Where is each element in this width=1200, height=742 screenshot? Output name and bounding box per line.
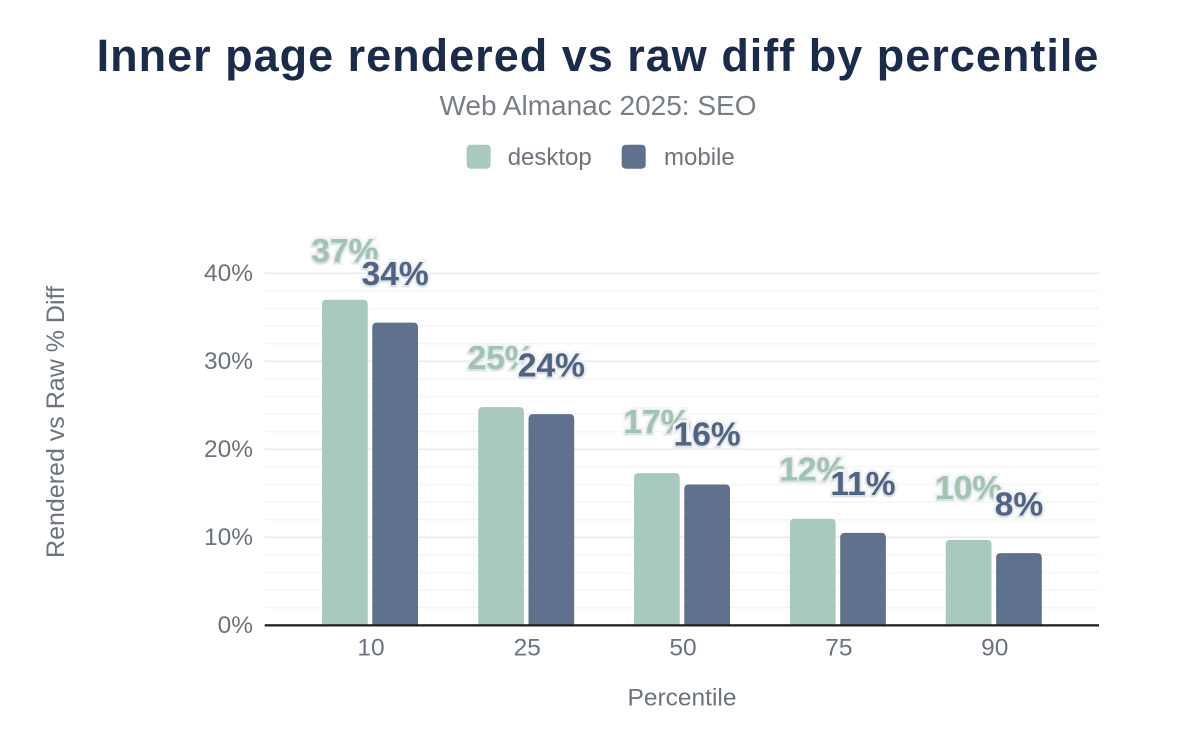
svg-text:24%: 24%	[518, 347, 585, 384]
svg-text:34%: 34%	[362, 256, 429, 293]
svg-text:25%: 25%	[468, 341, 535, 378]
svg-text:11%: 11%	[830, 466, 895, 503]
svg-text:37%: 37%	[311, 234, 378, 271]
svg-text:10%: 10%	[935, 471, 1002, 508]
svg-text:37%: 37%	[311, 233, 378, 270]
svg-text:10: 10	[357, 635, 384, 662]
svg-text:Rendered vs Raw % Diff: Rendered vs Raw % Diff	[42, 286, 70, 558]
svg-text:Inner page rendered vs raw dif: Inner page rendered vs raw diff by perce…	[97, 30, 1100, 81]
svg-text:37%: 37%	[311, 233, 378, 270]
svg-text:25: 25	[514, 635, 541, 662]
svg-text:90: 90	[981, 635, 1008, 662]
svg-text:8%: 8%	[995, 487, 1043, 524]
svg-text:desktop: desktop	[508, 144, 592, 171]
svg-text:16%: 16%	[674, 418, 741, 455]
svg-text:17%: 17%	[623, 404, 690, 441]
svg-text:24%: 24%	[518, 349, 585, 386]
svg-text:17%: 17%	[623, 404, 690, 441]
svg-text:12%: 12%	[779, 452, 846, 489]
svg-text:11%: 11%	[830, 466, 895, 503]
svg-text:Percentile: Percentile	[628, 685, 737, 712]
svg-text:17%: 17%	[623, 405, 690, 442]
svg-text:12%: 12%	[779, 452, 846, 489]
svg-text:0%: 0%	[218, 612, 253, 639]
svg-text:40%: 40%	[204, 260, 253, 287]
svg-text:75: 75	[825, 635, 852, 662]
svg-text:24%: 24%	[518, 347, 585, 384]
svg-text:20%: 20%	[204, 436, 253, 463]
svg-text:16%: 16%	[674, 416, 741, 453]
svg-text:25%: 25%	[468, 340, 535, 377]
svg-text:34%: 34%	[362, 256, 429, 293]
svg-text:8%: 8%	[995, 486, 1043, 523]
svg-text:11%: 11%	[830, 467, 895, 504]
svg-text:25%: 25%	[468, 340, 535, 377]
svg-text:30%: 30%	[204, 348, 253, 375]
svg-text:50: 50	[669, 635, 696, 662]
svg-text:10%: 10%	[935, 470, 1002, 507]
svg-text:8%: 8%	[995, 486, 1043, 523]
svg-text:Web Almanac 2025: SEO: Web Almanac 2025: SEO	[440, 90, 757, 121]
svg-text:10%: 10%	[204, 524, 253, 551]
svg-text:16%: 16%	[674, 416, 741, 453]
svg-text:34%: 34%	[362, 257, 429, 294]
svg-text:10%: 10%	[935, 470, 1002, 507]
svg-text:12%: 12%	[779, 453, 846, 490]
svg-text:mobile: mobile	[664, 144, 735, 171]
